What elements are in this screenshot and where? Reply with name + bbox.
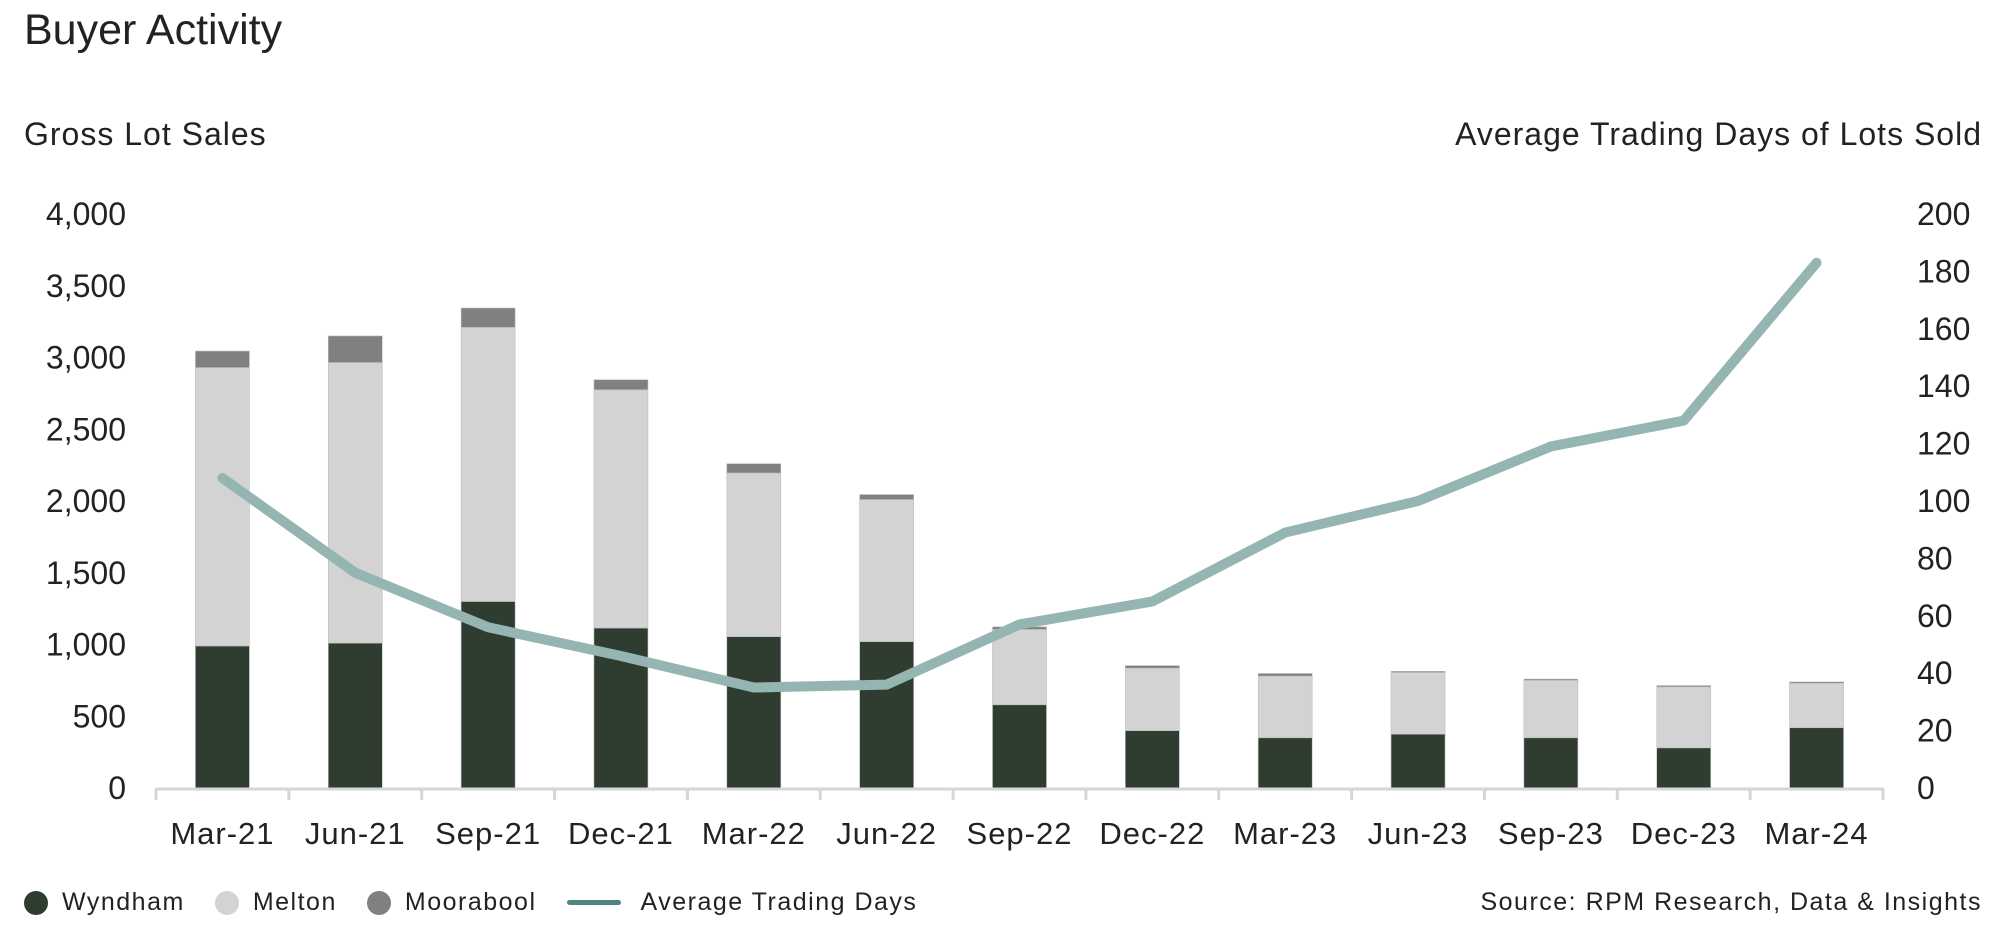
bar-segment-wyndham — [859, 641, 914, 789]
x-axis-tick-label: Mar-23 — [1233, 816, 1337, 851]
x-axis-tick-label: Mar-21 — [170, 816, 274, 851]
left-axis-tick-label: 0 — [108, 770, 126, 806]
left-axis-tick-label: 3,000 — [46, 340, 126, 376]
legend-swatch — [214, 890, 239, 915]
right-axis-tick-label: 180 — [1917, 253, 1970, 289]
right-axis-tick-label: 20 — [1917, 713, 1953, 749]
bar-segment-melton — [1390, 672, 1446, 735]
legend-label: Moorabool — [404, 888, 537, 916]
x-axis-tick-label: Dec-21 — [568, 816, 674, 851]
legend-item-wyndham: Wyndham — [24, 888, 185, 917]
left-axis-tick-label: 1,000 — [46, 627, 126, 663]
source-note: Source: RPM Research, Data & Insights — [1480, 888, 1982, 916]
bar-segment-wyndham — [1257, 737, 1313, 789]
x-axis-tick-label: Dec-22 — [1099, 816, 1205, 851]
x-axis-tick-label: Mar-24 — [1764, 816, 1868, 851]
legend-item-average-trading-days: Average Trading Days — [566, 888, 918, 917]
bar-segment-wyndham — [992, 704, 1047, 789]
bar-segment-wyndham — [1523, 737, 1579, 789]
bar-segment-melton — [593, 389, 649, 629]
x-axis-tick-label: Jun-23 — [1368, 816, 1469, 851]
bar-segment-melton — [1125, 667, 1180, 731]
right-axis-tick-label: 160 — [1917, 311, 1970, 347]
left-axis-title: Gross Lot Sales — [24, 116, 267, 152]
right-axis-tick-label: 80 — [1917, 540, 1953, 576]
legend: Wyndham Melton Moorabool Average Trading… — [24, 888, 947, 917]
left-axis-tick-label: 2,500 — [46, 411, 126, 447]
right-axis-tick-label: 40 — [1917, 655, 1953, 691]
bar-segment-melton — [195, 367, 250, 647]
left-axis-tick-label: 500 — [73, 698, 126, 734]
x-axis-tick-label: Dec-23 — [1631, 816, 1737, 851]
right-axis-title: Average Trading Days of Lots Sold — [1455, 116, 1982, 152]
x-axis-tick-label: Sep-23 — [1498, 816, 1604, 851]
bar-segment-melton — [1789, 682, 1844, 729]
bar-segment-moorabool — [1257, 673, 1313, 677]
bar-segment-moorabool — [1789, 681, 1844, 684]
bar-segment-wyndham — [195, 645, 250, 789]
bar-segment-moorabool — [327, 335, 383, 363]
bar-segment-melton — [992, 629, 1047, 706]
bar-segment-melton — [1656, 686, 1712, 749]
bar-segment-wyndham — [1390, 733, 1446, 789]
bar-segment-moorabool — [726, 463, 782, 474]
bar-segment-moorabool — [460, 307, 516, 328]
right-axis-tick-label: 60 — [1917, 598, 1953, 634]
legend-swatch — [24, 890, 48, 915]
x-axis-tick-label: Jun-22 — [836, 816, 937, 851]
legend-label: Wyndham — [62, 888, 185, 916]
bar-segment-melton — [726, 472, 782, 637]
legend-swatch — [566, 900, 621, 905]
bar-segment-moorabool — [859, 494, 914, 500]
bar-segment-melton — [1523, 680, 1579, 739]
legend-item-moorabool: Moorabool — [366, 888, 537, 917]
chart-title: Buyer Activity — [24, 6, 283, 54]
x-axis-tick-label: Jun-21 — [305, 816, 406, 851]
bar-segment-wyndham — [327, 642, 383, 789]
legend-item-melton: Melton — [214, 888, 337, 917]
x-axis-tick-label: Sep-21 — [435, 816, 541, 851]
bar-segment-moorabool — [1656, 685, 1712, 688]
bar-segment-moorabool — [1125, 665, 1180, 669]
right-axis-tick-label: 0 — [1917, 770, 1935, 806]
bar-segment-wyndham — [1125, 730, 1180, 789]
left-axis-tick-label: 2,000 — [46, 483, 126, 519]
bar-segment-moorabool — [593, 379, 649, 391]
bar-segment-wyndham — [726, 636, 782, 789]
legend-label: Average Trading Days — [640, 888, 918, 916]
bar-segment-melton — [859, 499, 914, 642]
x-axis-tick-label: Sep-22 — [967, 816, 1073, 851]
left-axis-tick-label: 4,000 — [46, 196, 126, 232]
legend-swatch — [366, 890, 391, 915]
right-axis-tick-label: 200 — [1917, 196, 1970, 232]
bar-segment-moorabool — [1390, 671, 1446, 673]
bar-segment-wyndham — [1656, 747, 1712, 789]
bar-segment-melton — [327, 362, 383, 644]
bar-segment-moorabool — [1523, 678, 1579, 681]
bar-segment-melton — [1257, 675, 1313, 739]
right-axis-tick-label: 100 — [1917, 483, 1970, 519]
legend-label: Melton — [252, 888, 337, 916]
bar-segment-wyndham — [1789, 727, 1844, 789]
bar-segment-moorabool — [195, 350, 250, 368]
bar-segment-melton — [460, 327, 516, 602]
left-axis-tick-label: 3,500 — [46, 268, 126, 304]
left-axis-tick-label: 1,500 — [46, 555, 126, 591]
x-axis-tick-label: Mar-22 — [702, 816, 806, 851]
right-axis-tick-label: 140 — [1917, 368, 1970, 404]
right-axis-tick-label: 120 — [1917, 426, 1970, 462]
